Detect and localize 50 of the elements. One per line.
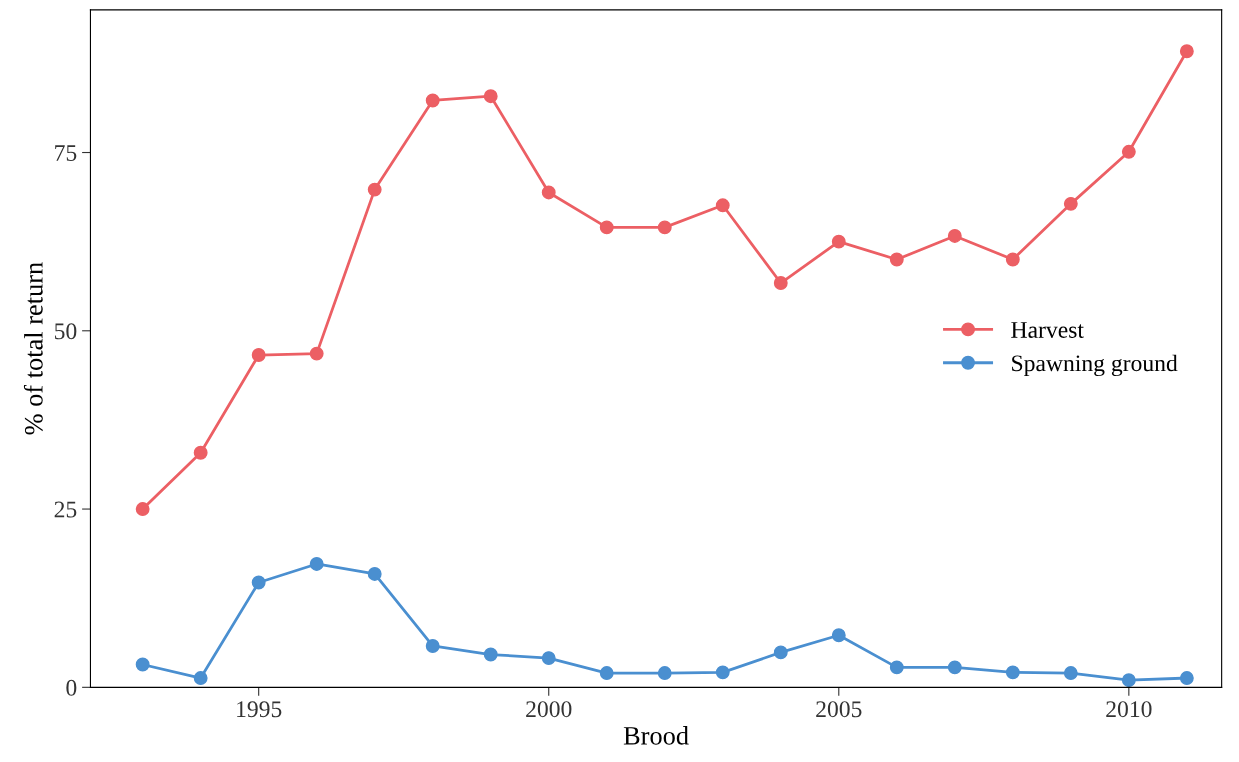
point [831,234,846,249]
point [599,666,614,681]
point [425,639,440,653]
point [135,657,150,672]
y-tick-label: 75 [55,145,77,161]
point [1121,144,1136,159]
point [1063,666,1078,681]
point [309,346,324,361]
point [715,198,730,213]
point [1063,196,1078,211]
point [599,220,614,235]
point [483,89,498,104]
y-axis-title: % of total return [23,262,43,435]
point [367,567,382,581]
point [715,665,730,680]
point [1179,44,1194,59]
x-tick-label: 2010 [1106,701,1152,718]
legend-label: Harvest [1011,322,1084,338]
point [541,185,556,200]
point [773,276,788,290]
point [193,445,208,460]
point [541,651,556,666]
point [251,575,266,590]
point [657,666,672,681]
point [1005,665,1020,680]
x-axis-title: Brood [623,726,689,745]
point [889,252,904,267]
point [1121,673,1136,688]
point [947,660,962,675]
y-tick-label: 0 [66,679,77,696]
point [251,348,266,362]
point [193,671,208,685]
y-tick-label: 50 [55,323,77,340]
legend-label: Spawning ground [1012,354,1178,377]
y-tick-label: 25 [54,501,77,518]
point [1179,671,1194,685]
x-tick-label: 2000 [526,701,572,718]
point [947,229,962,243]
point [889,660,904,675]
x-tick-label: 2005 [816,701,862,718]
point [135,502,150,517]
point [657,220,672,235]
point [773,645,788,660]
point [831,628,846,643]
point [483,647,498,662]
point [1005,252,1020,267]
x-tick-label: 1995 [237,701,282,718]
point [309,557,324,571]
point [425,93,440,108]
point [367,182,382,197]
